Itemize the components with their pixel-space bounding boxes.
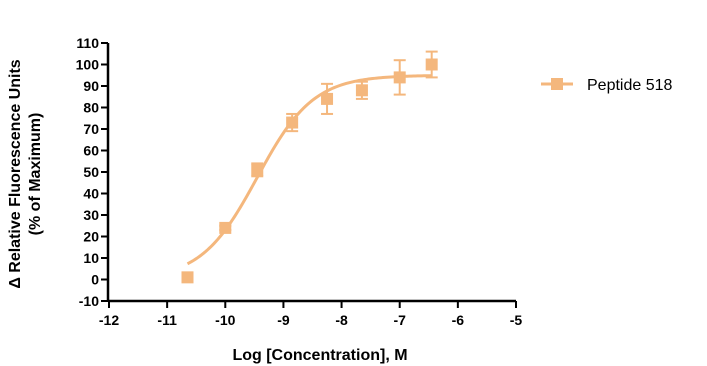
y-tick-label: -10 xyxy=(79,293,99,309)
x-tick-label: -8 xyxy=(335,312,348,328)
y-tick-label: 40 xyxy=(83,186,99,202)
x-tick-label: -7 xyxy=(393,312,406,328)
legend-marker xyxy=(551,78,563,90)
y-tick-label: 20 xyxy=(83,229,99,245)
x-tick-label: -11 xyxy=(157,312,177,328)
y-tick-label: 100 xyxy=(76,57,100,73)
legend-label: Peptide 518 xyxy=(587,77,673,94)
y-axis: -10 0 10 20 30 40 50 60 70 80 90 100 110 xyxy=(76,35,110,309)
y-tick-label: 110 xyxy=(76,35,99,51)
y-axis-title-line-1: Δ Relative Fluorescence Units xyxy=(7,59,24,288)
y-axis-title-line-2: (% of Maximum) xyxy=(27,113,44,236)
x-tick-label: -10 xyxy=(215,312,235,328)
y-tick-label: 30 xyxy=(83,207,99,223)
y-tick-label: 10 xyxy=(83,250,99,266)
y-tick-label: 60 xyxy=(83,143,99,159)
y-tick-label: 50 xyxy=(83,164,99,180)
y-tick-label: 0 xyxy=(91,272,99,288)
plot-area xyxy=(181,50,438,284)
x-tick-label: -9 xyxy=(277,312,290,328)
legend: Peptide 518 xyxy=(541,77,673,94)
data-point xyxy=(355,84,368,97)
data-point xyxy=(251,163,264,176)
x-axis: -12 -11 -10 -9 -8 -7 -6 -5 xyxy=(99,299,523,328)
x-tick-label: -12 xyxy=(99,312,119,328)
x-tick-label: -5 xyxy=(510,312,523,328)
y-tick-label: 70 xyxy=(83,121,99,137)
x-tick-label: -6 xyxy=(452,312,465,328)
x-axis-title: Log [Concentration], M xyxy=(232,347,407,364)
y-tick-label: 90 xyxy=(83,78,99,94)
data-point xyxy=(181,271,194,284)
data-point xyxy=(321,92,334,105)
data-point xyxy=(393,71,406,84)
data-point xyxy=(286,116,299,129)
data-point xyxy=(219,221,232,234)
fit-curve xyxy=(186,74,432,266)
y-tick-label: 80 xyxy=(83,100,99,116)
data-point xyxy=(425,58,438,71)
